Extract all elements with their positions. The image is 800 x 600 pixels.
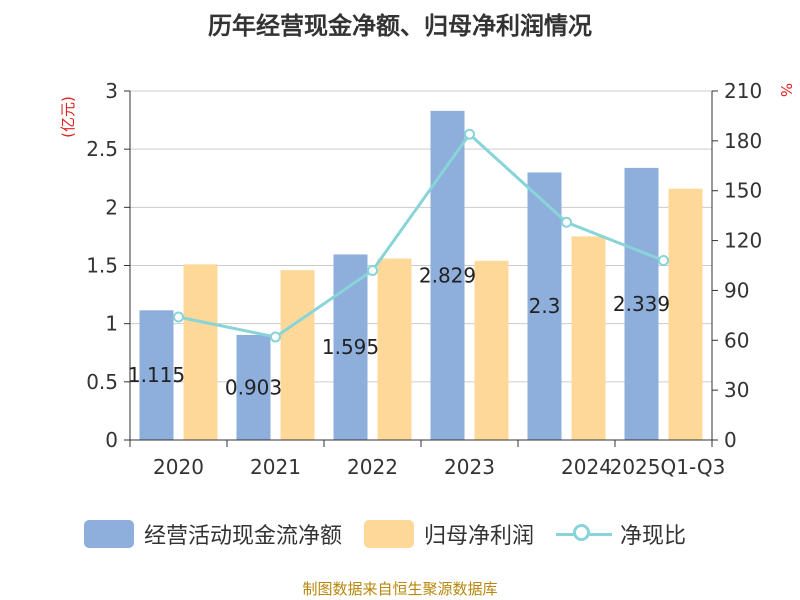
- bar-data-label: 1.115: [128, 363, 185, 387]
- legend-label-ratio: 净现比: [620, 524, 687, 549]
- bar-data-label: 2.339: [613, 292, 670, 316]
- bar-net-profit: [280, 270, 315, 440]
- y-right-tick-label: 180: [724, 129, 762, 153]
- ratio-point: [367, 264, 378, 276]
- x-tick-label: 2023: [444, 455, 495, 479]
- y-right-axis-label: %: [777, 83, 795, 97]
- y-left-tick-label: 2: [105, 195, 118, 219]
- bar-cash-flow: [139, 310, 174, 440]
- legend-label-cash: 经营活动现金流净额: [144, 524, 343, 549]
- bar-net-profit: [183, 264, 218, 440]
- circle-marker-icon: [573, 524, 591, 541]
- legend-swatch-ratio: [556, 520, 613, 548]
- legend-item-ratio[interactable]: 净现比: [556, 518, 686, 550]
- y-left-tick-label: 2.5: [86, 137, 118, 161]
- bar-net-profit: [377, 258, 412, 440]
- ratio-line: [178, 131, 665, 339]
- y-left-tick-label: 0: [105, 428, 118, 452]
- legend-swatch-profit: [364, 520, 415, 548]
- x-tick-label: 2022: [347, 455, 398, 479]
- ratio-point: [173, 311, 184, 323]
- legend-item-profit[interactable]: 归母净利润: [364, 518, 534, 550]
- ratio-point: [270, 331, 281, 343]
- bar-cash-flow: [624, 167, 659, 440]
- y-right-tick-label: 30: [724, 378, 749, 402]
- y-left-tick-label: 3: [105, 79, 118, 103]
- legend: 经营活动现金流净额 归母净利润 净现比: [84, 518, 708, 550]
- y-left-tick-label: 1.5: [86, 254, 118, 278]
- bar-net-profit: [668, 188, 703, 440]
- y-right-tick-label: 150: [724, 179, 762, 203]
- legend-label-profit: 归母净利润: [424, 524, 535, 549]
- y-right-tick-label: 0: [724, 428, 737, 452]
- x-tick-label: 2020: [153, 455, 204, 479]
- x-tick-label: 2021: [250, 455, 301, 479]
- y-right-tick-label: 60: [724, 328, 749, 352]
- legend-item-cash[interactable]: 经营活动现金流净额: [84, 518, 342, 550]
- y-right-tick-label: 90: [724, 278, 749, 302]
- source-note: 制图数据来自恒生聚源数据库: [302, 580, 498, 598]
- y-left-axis-label: (亿元): [59, 96, 77, 138]
- bar-net-profit: [474, 260, 509, 440]
- bar-cash-flow: [236, 334, 271, 440]
- bar-net-profit: [571, 236, 606, 440]
- bar-cash-flow: [527, 172, 562, 440]
- y-left-tick-label: 0.5: [86, 370, 118, 394]
- y-right-tick-label: 210: [724, 79, 762, 103]
- y-right-tick-label: 120: [724, 229, 762, 253]
- y-left-tick-label: 1: [105, 312, 118, 336]
- bar-data-label: 1.595: [322, 335, 379, 359]
- x-tick-label: 2025Q1-Q3: [610, 455, 726, 479]
- legend-swatch-cash: [84, 520, 134, 548]
- ratio-point: [658, 255, 669, 267]
- ratio-point: [561, 216, 572, 228]
- bar-data-label: 2.829: [419, 263, 476, 287]
- bar-data-label: 0.903: [225, 375, 282, 399]
- x-tick-label: 2024: [561, 455, 612, 479]
- chart-area: 00.511.522.530306090120150180210(亿元)%202…: [59, 79, 795, 479]
- bar-data-label: 2.3: [529, 294, 561, 318]
- ratio-point: [464, 128, 475, 140]
- chart-title: 历年经营现金净额、归母净利润情况: [208, 12, 592, 40]
